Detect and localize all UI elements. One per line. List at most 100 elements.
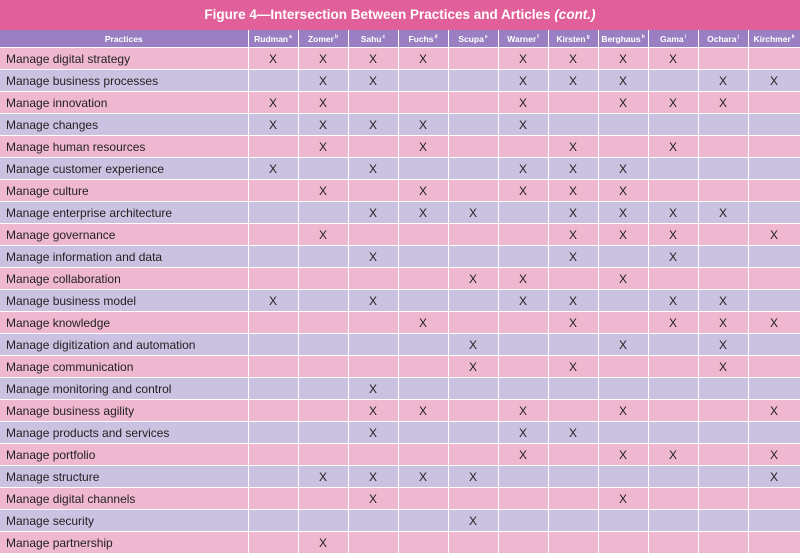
- mark-cell: [748, 289, 800, 312]
- mark-cell: [698, 443, 749, 466]
- mark-cell: [398, 531, 449, 554]
- mark-cell: [398, 69, 449, 92]
- mark-cell: [348, 443, 399, 466]
- mark-cell: X: [248, 157, 299, 180]
- table-row: Manage digital strategy X X X X X X X X: [0, 47, 800, 70]
- mark-cell: X: [548, 289, 599, 312]
- mark-cell: X: [548, 223, 599, 246]
- mark-cell: [248, 223, 299, 246]
- practice-name-cell: Manage business model: [0, 289, 249, 312]
- practice-name-cell: Manage digital channels: [0, 487, 249, 510]
- mark-cell: [648, 509, 699, 532]
- mark-cell: [348, 223, 399, 246]
- column-header-fuchs: Fuchsd: [398, 30, 449, 48]
- mark-cell: [548, 267, 599, 290]
- mark-cell: [398, 157, 449, 180]
- mark-cell: X: [648, 311, 699, 334]
- practice-name-cell: Manage digital strategy: [0, 47, 249, 70]
- practice-name-cell: Manage culture: [0, 179, 249, 202]
- mark-cell: [398, 443, 449, 466]
- mark-cell: [498, 509, 549, 532]
- mark-cell: X: [398, 201, 449, 224]
- mark-cell: [698, 531, 749, 554]
- mark-cell: [498, 201, 549, 224]
- figure-title-main: Figure 4—Intersection Between Practices …: [204, 7, 551, 22]
- mark-cell: X: [648, 135, 699, 158]
- mark-cell: [298, 157, 349, 180]
- mark-cell: [248, 509, 299, 532]
- mark-cell: [548, 91, 599, 114]
- mark-cell: [698, 135, 749, 158]
- figure-title-cont: (cont.): [554, 7, 596, 22]
- mark-cell: X: [548, 69, 599, 92]
- mark-cell: [498, 245, 549, 268]
- mark-cell: X: [498, 399, 549, 422]
- column-header-footnote: g: [586, 33, 590, 40]
- mark-cell: X: [698, 289, 749, 312]
- mark-cell: X: [598, 157, 649, 180]
- mark-cell: [398, 333, 449, 356]
- mark-cell: [448, 113, 499, 136]
- table-row: Manage innovation X X X X X X: [0, 91, 800, 114]
- mark-cell: [748, 157, 800, 180]
- mark-cell: [748, 355, 800, 378]
- mark-cell: [498, 355, 549, 378]
- mark-cell: X: [548, 135, 599, 158]
- table-row: Manage security X: [0, 509, 800, 532]
- mark-cell: X: [398, 311, 449, 334]
- mark-cell: [298, 245, 349, 268]
- mark-cell: X: [248, 289, 299, 312]
- mark-cell: [248, 135, 299, 158]
- mark-cell: [248, 311, 299, 334]
- column-header-gama: Gamai: [648, 30, 699, 48]
- mark-cell: [698, 47, 749, 70]
- mark-cell: [298, 399, 349, 422]
- mark-cell: X: [298, 465, 349, 488]
- mark-cell: X: [498, 69, 549, 92]
- mark-cell: X: [748, 465, 800, 488]
- mark-cell: [248, 465, 299, 488]
- mark-cell: [398, 487, 449, 510]
- practice-name-cell: Manage knowledge: [0, 311, 249, 334]
- mark-cell: [748, 201, 800, 224]
- mark-cell: X: [598, 47, 649, 70]
- mark-cell: X: [498, 267, 549, 290]
- mark-cell: [598, 531, 649, 554]
- mark-cell: [548, 333, 599, 356]
- mark-cell: [748, 135, 800, 158]
- mark-cell: X: [698, 201, 749, 224]
- mark-cell: X: [348, 245, 399, 268]
- practice-name-cell: Manage security: [0, 509, 249, 532]
- table-row: Manage enterprise architecture X X X X X X X: [0, 201, 800, 224]
- mark-cell: [448, 289, 499, 312]
- mark-cell: X: [348, 113, 399, 136]
- mark-cell: [498, 333, 549, 356]
- mark-cell: [748, 267, 800, 290]
- mark-cell: X: [648, 91, 699, 114]
- column-header-scupa: Scupae: [448, 30, 499, 48]
- mark-cell: [298, 421, 349, 444]
- practice-name-cell: Manage innovation: [0, 91, 249, 114]
- mark-cell: [298, 443, 349, 466]
- mark-cell: [748, 113, 800, 136]
- column-header-label: Scupa: [458, 33, 484, 44]
- table-row: Manage digital channels X X: [0, 487, 800, 510]
- practice-name-cell: Manage collaboration: [0, 267, 249, 290]
- mark-cell: [298, 333, 349, 356]
- mark-cell: [648, 377, 699, 400]
- mark-cell: X: [698, 69, 749, 92]
- mark-cell: [298, 311, 349, 334]
- mark-cell: [598, 509, 649, 532]
- mark-cell: X: [348, 157, 399, 180]
- mark-cell: [598, 421, 649, 444]
- mark-cell: X: [648, 245, 699, 268]
- mark-cell: X: [298, 69, 349, 92]
- mark-cell: [698, 157, 749, 180]
- mark-cell: [248, 377, 299, 400]
- mark-cell: X: [448, 509, 499, 532]
- mark-cell: X: [248, 91, 299, 114]
- mark-cell: [448, 531, 499, 554]
- column-header-footnote: i: [684, 33, 686, 40]
- mark-cell: [348, 179, 399, 202]
